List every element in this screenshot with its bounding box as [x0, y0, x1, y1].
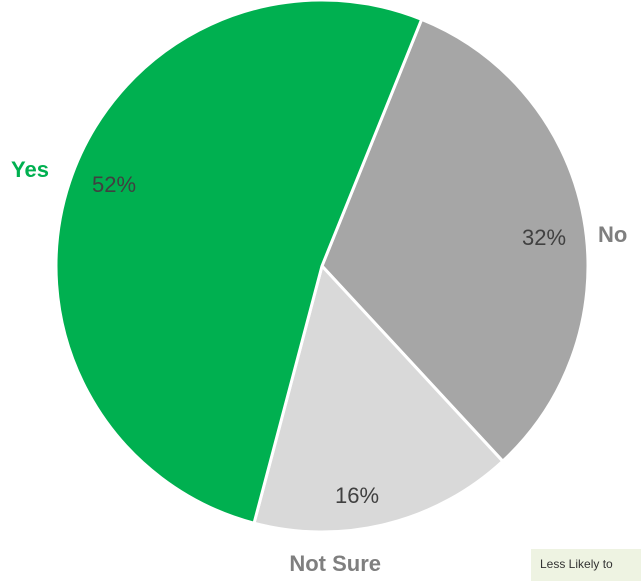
note-box: Less Likely to: [531, 549, 641, 581]
pie-slice-no: [320, 17, 590, 463]
category-label-no: No: [598, 222, 627, 247]
note-text: Less Likely to: [540, 557, 613, 571]
data-label-no: 32%: [522, 225, 566, 250]
category-label-not-sure: Not Sure: [289, 551, 381, 576]
category-label-yes: Yes: [11, 157, 49, 182]
pie-slice-not-sure: [252, 264, 505, 534]
pie-slice-yes: [54, 0, 424, 525]
data-label-yes: 52%: [92, 172, 136, 197]
pie-slices: [54, 0, 590, 534]
pie-labels: 32% No 16% Not Sure 52% Yes: [11, 157, 627, 576]
data-label-not-sure: 16%: [335, 483, 379, 508]
